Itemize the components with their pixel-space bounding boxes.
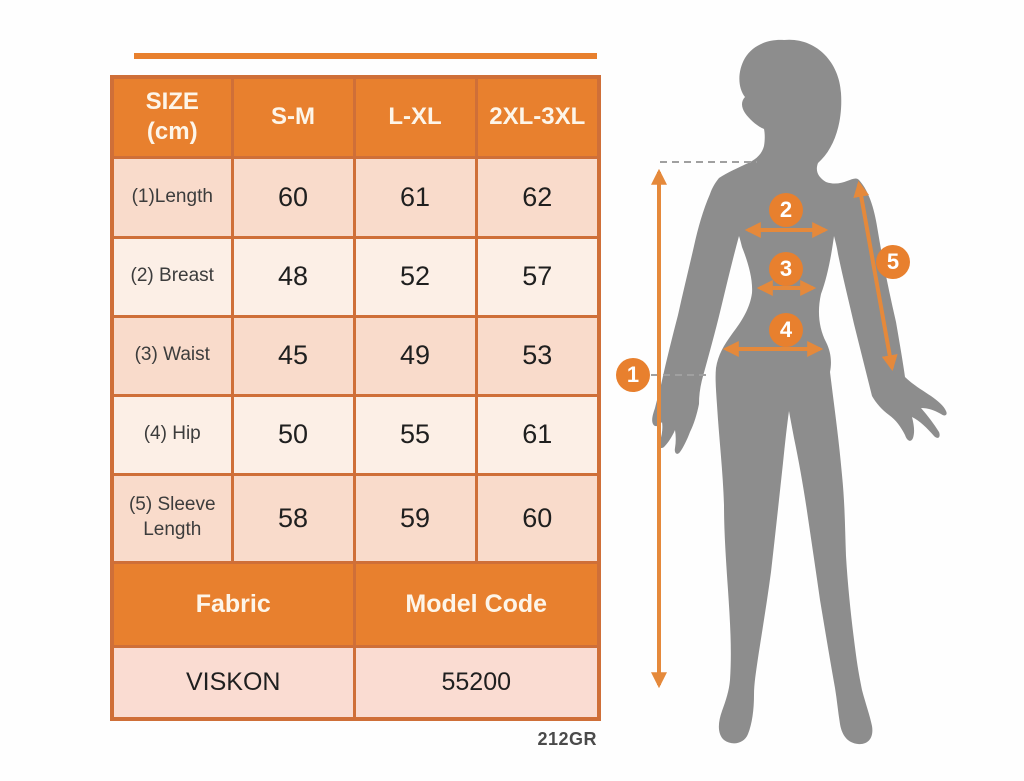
measurement-row-hip: (4) Hip 50 55 61 xyxy=(110,393,601,476)
fabric-header: Fabric xyxy=(110,560,356,648)
measurement-row-length: (1)Length 60 61 62 xyxy=(110,155,601,239)
size-value-cell: 53 xyxy=(474,314,601,397)
size-value-cell: 50 xyxy=(230,393,356,476)
measurement-row-waist: (3) Waist 45 49 53 xyxy=(110,314,601,397)
model-code-header: Model Code xyxy=(352,560,601,648)
table-footer-value-row: VISKON 55200 xyxy=(110,644,601,721)
measure-marker-2: 2 xyxy=(769,193,803,227)
size-value-cell: 48 xyxy=(230,235,356,318)
measurement-figure xyxy=(651,39,947,745)
measurement-label: (2) Breast xyxy=(110,235,234,318)
size-value-cell: 59 xyxy=(352,472,478,564)
measure-marker-4: 4 xyxy=(769,313,803,347)
size-value-cell: 62 xyxy=(474,155,601,239)
measure-marker-3: 3 xyxy=(769,252,803,286)
size-value-cell: 45 xyxy=(230,314,356,397)
body-silhouette xyxy=(652,39,947,745)
measure-marker-5: 5 xyxy=(876,245,910,279)
size-value-cell: 57 xyxy=(474,235,601,318)
model-code-value: 55200 xyxy=(352,644,601,721)
measurement-label: (5) Sleeve Length xyxy=(110,472,234,564)
column-header-l-xl: L-XL xyxy=(352,75,478,159)
measurement-row-sleeve-length: (5) Sleeve Length 58 59 60 xyxy=(110,472,601,564)
size-value-cell: 55 xyxy=(352,393,478,476)
size-value-cell: 49 xyxy=(352,314,478,397)
column-header-s-m: S-M xyxy=(230,75,356,159)
size-value-cell: 60 xyxy=(474,472,601,564)
column-header-2xl-3xl: 2XL-3XL xyxy=(474,75,601,159)
measure-marker-1: 1 xyxy=(616,358,650,392)
measurement-label: (4) Hip xyxy=(110,393,234,476)
size-value-cell: 61 xyxy=(474,393,601,476)
size-table: SIZE (cm) S-M L-XL 2XL-3XL (1)Length 60 … xyxy=(110,75,601,721)
size-value-cell: 61 xyxy=(352,155,478,239)
size-value-cell: 58 xyxy=(230,472,356,564)
measurement-row-breast: (2) Breast 48 52 57 xyxy=(110,235,601,318)
measurement-label: (1)Length xyxy=(110,155,234,239)
style-code: 212GR xyxy=(537,729,597,749)
table-header-row: SIZE (cm) S-M L-XL 2XL-3XL xyxy=(110,75,601,159)
fabric-value: VISKON xyxy=(110,644,356,721)
table-top-border xyxy=(134,53,597,59)
measurement-label: (3) Waist xyxy=(110,314,234,397)
size-unit-header: SIZE (cm) xyxy=(110,75,234,159)
sleeve-arrow xyxy=(853,180,898,372)
table-footer-header-row: Fabric Model Code xyxy=(110,560,601,648)
size-value-cell: 60 xyxy=(230,155,356,239)
size-value-cell: 52 xyxy=(352,235,478,318)
